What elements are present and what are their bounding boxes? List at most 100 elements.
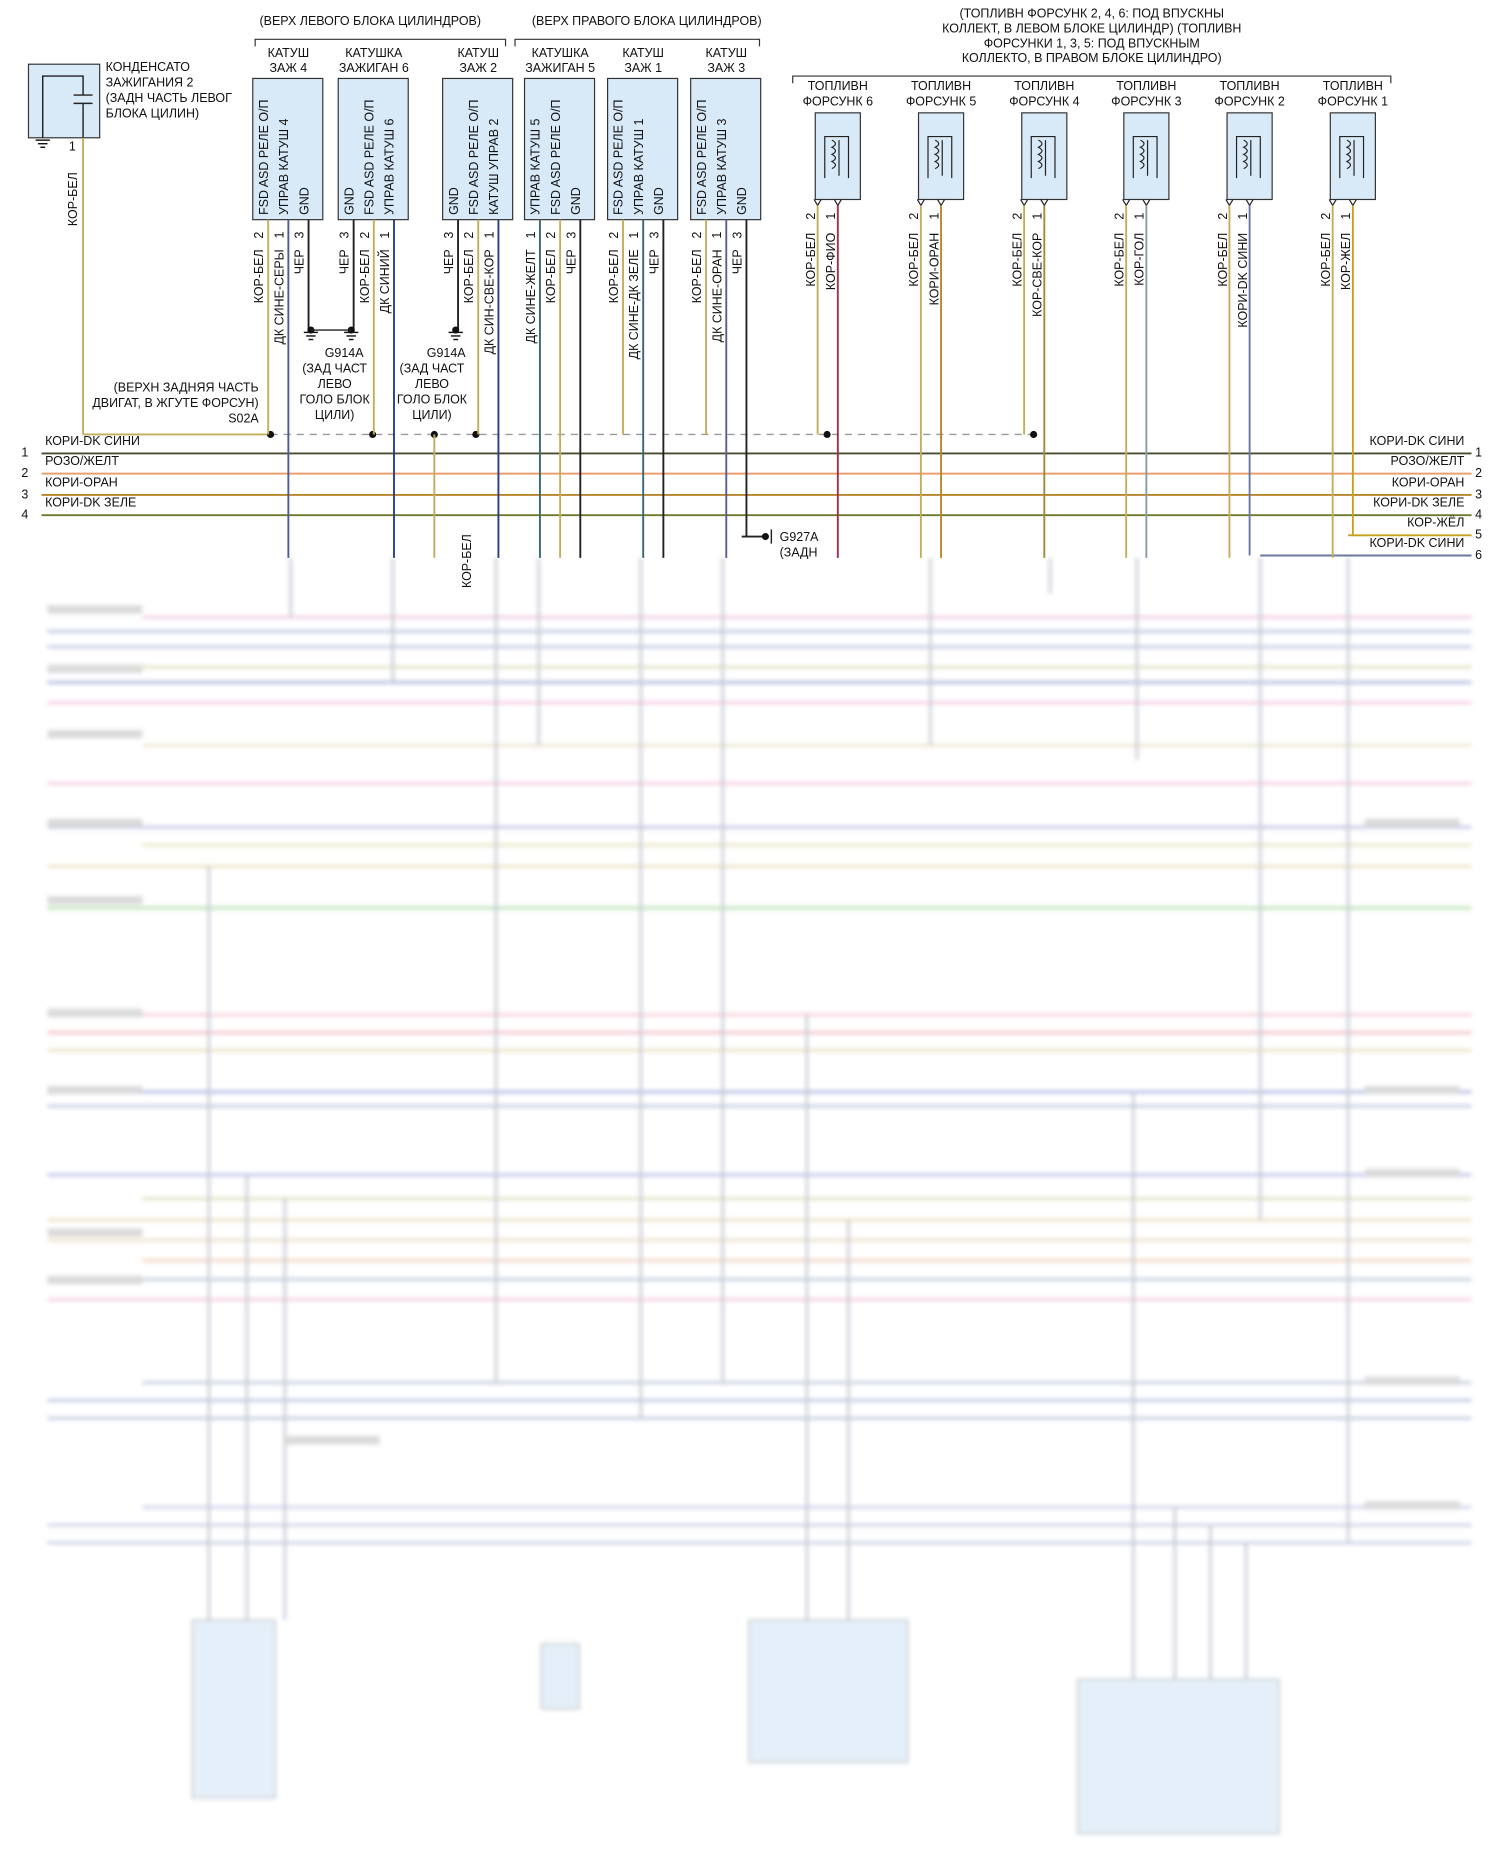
bank-label: (ВЕРХ ПРАВОГО БЛОКА ЦИЛИНДРОВ) xyxy=(532,14,762,28)
injector-name: ТОПЛИВН xyxy=(1323,79,1383,93)
ignition-coil-box xyxy=(690,77,762,221)
splice-dot xyxy=(823,430,831,439)
splice-note: (ВЕРХН ЗАДНЯЯ ЧАСТЬ xyxy=(114,380,259,394)
pin-label: GND xyxy=(652,187,666,215)
pin-number: 3 xyxy=(442,232,456,239)
injector-box xyxy=(1021,112,1068,201)
pin-number: 1 xyxy=(1133,213,1147,220)
bus-row-number: 4 xyxy=(1475,507,1482,521)
pin-number: 1 xyxy=(69,140,76,154)
injector-symbol xyxy=(1235,135,1261,179)
wire-label: КОР-БЕЛ xyxy=(462,249,476,303)
wire-label: ДК СИН-СВЕ-КОР xyxy=(482,249,496,354)
splice-dot xyxy=(369,430,377,439)
injector-name: ФОРСУНК 1 xyxy=(1318,94,1389,108)
ground-label: (ЗАД ЧАСТ xyxy=(400,361,465,375)
pin-number: 1 xyxy=(710,232,724,239)
blurred-label xyxy=(47,605,143,614)
ground-label: (ЗАДН xyxy=(780,545,818,559)
bus-row-number: 2 xyxy=(1475,466,1482,480)
pin-label: УПРАВ КАТУШ 1 xyxy=(632,119,646,215)
pin-number: 2 xyxy=(690,232,704,239)
capacitor-box xyxy=(27,63,101,139)
wire-label: КОР-ФИО xyxy=(824,232,838,290)
injector-symbol xyxy=(1132,135,1158,179)
ground-label: ЛЕВО xyxy=(318,377,352,391)
wire-label: КОР-ГОЛ xyxy=(1133,233,1147,286)
injector-name: ФОРСУНК 4 xyxy=(1009,94,1080,108)
pin-number: 1 xyxy=(1339,213,1353,220)
bus-label-right: РОЗО/ЖЕЛТ xyxy=(1391,454,1465,468)
pin-number: 1 xyxy=(272,232,286,239)
bracket xyxy=(792,75,1392,84)
wire-label: КОР-БЕЛ xyxy=(607,249,621,303)
injector-location-note: (ТОПЛИВН ФОРСУНК 2, 4, 6: ПОД ВПУСКНЫ xyxy=(960,7,1224,21)
wire-label: КОР-БЕЛ xyxy=(544,249,558,303)
blurred-lower-diagram xyxy=(47,557,1472,1835)
coil-name: КАТУШ xyxy=(622,46,664,60)
pin-number: 2 xyxy=(252,232,266,239)
injector-symbol xyxy=(1030,135,1056,179)
bus-row-number: 1 xyxy=(21,446,28,460)
pin-number: 2 xyxy=(358,232,372,239)
wire-label: ЧЕР xyxy=(293,249,307,274)
bus-row-number: 3 xyxy=(21,487,28,501)
splice-dot xyxy=(1030,430,1038,439)
pin-label: GND xyxy=(342,187,356,215)
pin-label: FSD ASD РЕЛЕ О/П xyxy=(363,100,377,215)
wire-label: КОР-БЕЛ xyxy=(66,172,80,226)
injector-box xyxy=(917,112,965,201)
coil-name: КАТУШКА xyxy=(345,46,403,60)
pin-number: 1 xyxy=(524,232,538,239)
wire-label: ДК СИНЕ-ЖЕЛТ xyxy=(524,249,538,344)
bus-label-right: КОРИ-ОРАН xyxy=(1392,475,1465,489)
capacitor-label: БЛОКА ЦИЛИН) xyxy=(106,106,199,120)
bus-row-number: 2 xyxy=(21,466,28,480)
bus-label-right: КОР-ЖЁЛ xyxy=(1407,516,1464,530)
ignition-coil-box xyxy=(337,77,409,221)
wire-label: КОР-БЕЛ xyxy=(804,233,818,287)
bus-label-right: КОРИ-DK СИНИ xyxy=(1370,434,1465,448)
capacitor-symbol xyxy=(42,75,93,138)
pin-number: 2 xyxy=(804,213,818,220)
pin-number: 3 xyxy=(338,232,352,239)
blurred-label xyxy=(1364,1501,1460,1510)
coil-name: КАТУШ xyxy=(268,46,310,60)
pin-number: 2 xyxy=(1113,213,1127,220)
pin-number: 1 xyxy=(627,232,641,239)
coil-name: КАТУШКА xyxy=(532,46,590,60)
wire-label: КОР-ЖЕЛ xyxy=(1339,233,1353,290)
wire-label: ДК СИНИЙ xyxy=(377,249,392,313)
pin-number: 2 xyxy=(544,232,558,239)
blurred-connector xyxy=(748,1619,909,1763)
blurred-label xyxy=(47,1228,143,1237)
injector-name: ТОПЛИВН xyxy=(1220,79,1280,93)
pin-number: 1 xyxy=(824,213,838,220)
diagram-main: (ВЕРХ ЛЕВОГО БЛОКА ЦИЛИНДРОВ) (ВЕРХ ПРАВО… xyxy=(21,7,1482,588)
blurred-label xyxy=(1364,1085,1460,1095)
pin-number: 2 xyxy=(1010,213,1024,220)
bus-label-right: КОРИ-DK СИНИ xyxy=(1370,536,1465,550)
injector-name: ФОРСУНК 6 xyxy=(803,94,874,108)
splice-dot xyxy=(761,532,769,541)
splice-note: ДВИГАТ, В ЖГУТЕ ФОРСУН) xyxy=(92,396,258,410)
blurred-connector xyxy=(1076,1678,1280,1835)
pin-label: FSD ASD РЕЛЕ О/П xyxy=(549,100,563,215)
ground-label: ЛЕВО xyxy=(415,377,449,391)
bus-row-number: 1 xyxy=(1475,446,1482,460)
pin-number: 3 xyxy=(647,232,661,239)
injector-name: ФОРСУНК 5 xyxy=(906,94,977,108)
injector-symbol xyxy=(1339,135,1365,179)
ground-id: G914A xyxy=(427,346,466,360)
wire-label: ДК СИНЕ-ДК ЗЕЛЕ xyxy=(627,249,641,359)
bus-label-left: РОЗО/ЖЕЛТ xyxy=(45,454,119,468)
pin-number: 3 xyxy=(564,232,578,239)
wire-label: КОР-БЕЛ xyxy=(1216,233,1230,287)
blurred-label xyxy=(1364,1376,1460,1386)
blurred-label xyxy=(47,729,143,739)
blurred-label xyxy=(284,1436,380,1445)
bus-row-number: 6 xyxy=(1475,548,1482,562)
capacitor-label: КОНДЕНСАТО xyxy=(106,60,191,74)
coil-name: КАТУШ xyxy=(706,46,748,60)
pin-label: КАТУШ УПРАВ 2 xyxy=(487,119,501,215)
